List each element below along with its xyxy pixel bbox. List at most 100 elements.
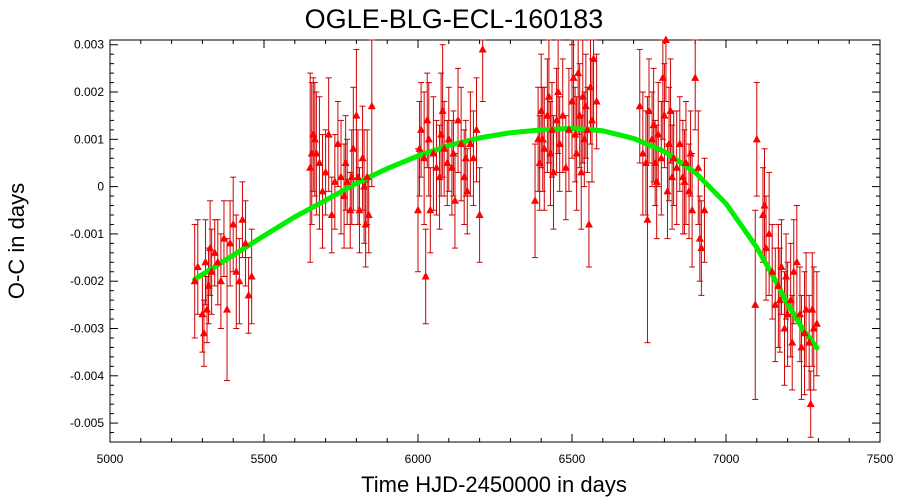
data-point bbox=[423, 115, 432, 124]
data-point bbox=[661, 35, 670, 43]
data-point bbox=[540, 144, 549, 152]
data-point bbox=[457, 139, 466, 148]
data-point bbox=[315, 158, 324, 166]
data-point bbox=[449, 149, 458, 157]
data-point bbox=[460, 172, 469, 181]
data-point bbox=[758, 210, 767, 218]
data-point bbox=[686, 149, 695, 157]
data-point bbox=[435, 172, 444, 181]
data-point bbox=[361, 219, 370, 228]
data-point bbox=[588, 115, 597, 124]
data-point bbox=[203, 305, 212, 313]
data-point bbox=[420, 153, 429, 162]
data-point bbox=[463, 186, 472, 195]
data-point bbox=[795, 309, 804, 318]
data-point bbox=[360, 182, 369, 190]
data-point bbox=[645, 106, 653, 114]
data-point bbox=[786, 295, 795, 304]
data-point bbox=[691, 73, 700, 81]
y-tick-label: -0.005 bbox=[70, 416, 104, 430]
data-point bbox=[454, 115, 463, 124]
data-point bbox=[575, 111, 584, 119]
data-point bbox=[788, 338, 797, 346]
data-point bbox=[555, 139, 564, 148]
data-point bbox=[312, 149, 321, 157]
data-point bbox=[658, 73, 667, 81]
data-point bbox=[697, 243, 706, 252]
data-point bbox=[232, 267, 241, 275]
data-point bbox=[564, 125, 573, 133]
data-point bbox=[537, 106, 546, 114]
data-point bbox=[447, 163, 456, 171]
data-point bbox=[204, 281, 213, 289]
y-tick-label: 0.001 bbox=[74, 132, 104, 146]
data-point bbox=[432, 163, 441, 171]
data-point bbox=[797, 342, 806, 351]
data-point bbox=[589, 54, 598, 62]
data-point bbox=[306, 163, 315, 171]
x-tick-label: 6000 bbox=[405, 452, 432, 466]
data-point bbox=[193, 262, 202, 271]
data-point bbox=[355, 205, 364, 214]
data-point bbox=[580, 134, 589, 143]
y-axis-title: O-C in days bbox=[4, 183, 29, 299]
axis-ticks bbox=[109, 40, 881, 442]
data-point bbox=[415, 144, 424, 152]
data-point bbox=[538, 134, 547, 143]
data-point bbox=[809, 323, 818, 332]
x-tick-label: 7500 bbox=[867, 452, 894, 466]
data-point bbox=[700, 205, 709, 214]
data-point bbox=[685, 186, 694, 195]
data-point bbox=[649, 120, 658, 129]
data-point bbox=[535, 158, 544, 166]
data-point bbox=[461, 153, 470, 162]
data-point bbox=[437, 130, 446, 138]
data-point bbox=[353, 172, 362, 181]
data-point bbox=[244, 290, 253, 299]
data-point bbox=[201, 257, 210, 266]
data-point bbox=[572, 149, 581, 157]
data-point bbox=[802, 305, 811, 313]
data-point bbox=[561, 163, 570, 171]
data-point bbox=[666, 106, 675, 114]
data-point bbox=[190, 276, 199, 285]
data-point bbox=[581, 101, 590, 110]
data-point bbox=[665, 139, 674, 148]
data-point bbox=[780, 323, 789, 332]
data-point bbox=[216, 276, 225, 285]
x-tick-label: 7000 bbox=[713, 452, 740, 466]
data-point bbox=[583, 125, 592, 133]
data-point bbox=[638, 149, 647, 157]
y-tick-label: -0.002 bbox=[70, 274, 104, 288]
data-point bbox=[760, 201, 769, 209]
y-tick-label: 0 bbox=[97, 180, 104, 194]
data-point bbox=[812, 319, 821, 327]
data-point bbox=[364, 210, 373, 218]
data-point bbox=[358, 153, 367, 162]
tick-labels: 5000 5500 6000 6500 7000 7500 -0.005 -0.004 -0.0… bbox=[70, 38, 894, 466]
data-point bbox=[349, 144, 358, 152]
data-point bbox=[695, 234, 704, 242]
data-point bbox=[347, 172, 356, 181]
data-point bbox=[651, 158, 660, 166]
data-point bbox=[469, 153, 478, 162]
data-point bbox=[341, 158, 350, 166]
fit-curve bbox=[192, 125, 820, 351]
data-point bbox=[213, 257, 222, 266]
data-point bbox=[669, 153, 678, 162]
data-point bbox=[648, 134, 657, 143]
data-point bbox=[552, 115, 561, 124]
data-point bbox=[363, 172, 372, 181]
data-points bbox=[190, 35, 821, 408]
y-tick-label: -0.001 bbox=[70, 227, 104, 241]
data-point bbox=[558, 111, 567, 119]
data-point bbox=[783, 309, 792, 318]
data-point bbox=[531, 196, 540, 204]
data-point bbox=[805, 338, 814, 346]
data-point bbox=[426, 205, 435, 214]
data-point bbox=[592, 96, 601, 105]
data-point bbox=[800, 328, 809, 337]
data-point bbox=[654, 130, 663, 138]
data-point bbox=[660, 111, 669, 119]
data-point bbox=[668, 172, 677, 181]
